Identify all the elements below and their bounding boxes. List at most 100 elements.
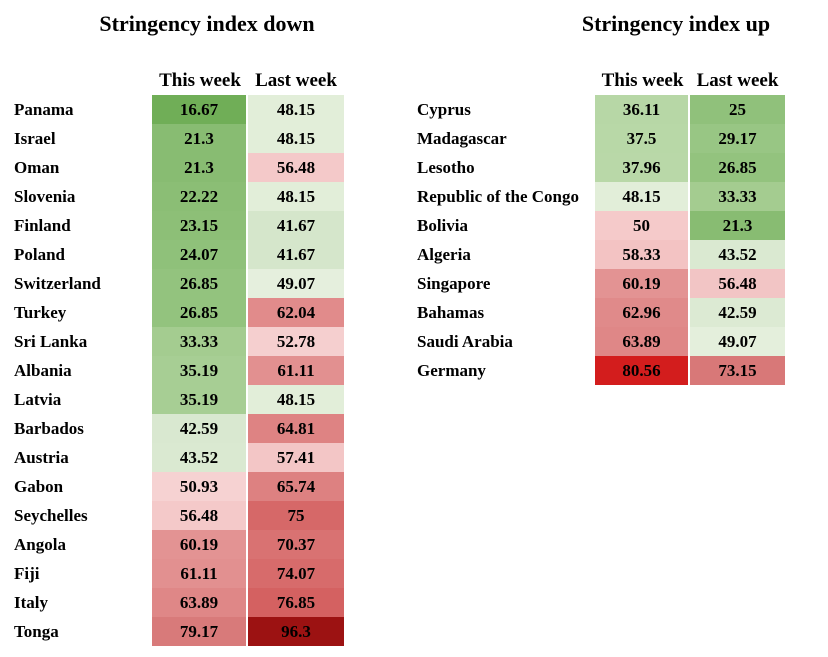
- value-cell-last-week: 21.3: [690, 211, 785, 240]
- value-cell-last-week: 56.48: [690, 269, 785, 298]
- value-cell-this-week: 60.19: [595, 269, 690, 298]
- value-cell-last-week: 49.07: [690, 327, 785, 356]
- value-cell-last-week: 48.15: [248, 124, 344, 153]
- row-label: Seychelles: [14, 506, 88, 525]
- value-cell-this-week: 58.33: [595, 240, 690, 269]
- value-cell-last-week: 26.85: [690, 153, 785, 182]
- row-label: Fiji: [14, 564, 40, 583]
- value-cell-last-week: 61.11: [248, 356, 344, 385]
- value-cell-this-week: 21.3: [152, 124, 248, 153]
- value-cell-last-week: 65.74: [248, 472, 344, 501]
- row-label: Singapore: [417, 274, 491, 293]
- row-label: Israel: [14, 129, 56, 148]
- value-cell-this-week: 50: [595, 211, 690, 240]
- row-label: Republic of the Congo: [417, 187, 579, 206]
- value-cell-this-week: 22.22: [152, 182, 248, 211]
- value-cell-last-week: 49.07: [248, 269, 344, 298]
- row-label: Bahamas: [417, 303, 485, 322]
- value-cell-last-week: 57.41: [248, 443, 344, 472]
- table-title-stringency-down: Stringency index down: [99, 11, 315, 36]
- corner-spacer: [417, 69, 595, 95]
- table-stringency-down: Stringency index down This week Last wee…: [14, 10, 344, 646]
- value-cell-last-week: 25: [690, 95, 785, 124]
- row-label: Sri Lanka: [14, 332, 88, 351]
- table-title-stringency-up: Stringency index up: [581, 11, 771, 36]
- value-cell-this-week: 35.19: [152, 385, 248, 414]
- row-label: Slovenia: [14, 187, 76, 206]
- value-cell-this-week: 63.89: [152, 588, 248, 617]
- value-cell-last-week: 42.59: [690, 298, 785, 327]
- heatmap-table-up: This week Last week Cyprus 36.11 25 Madagas…: [417, 42, 785, 385]
- value-cell-this-week: 62.96: [595, 298, 690, 327]
- row-label: Austria: [14, 448, 69, 467]
- row-label: Tonga: [14, 622, 59, 641]
- value-cell-last-week: 52.78: [248, 327, 344, 356]
- heatmap-table-down: This week Last week Panama 16.67 48.15 Isra…: [14, 42, 344, 646]
- value-cell-last-week: 96.3: [248, 617, 344, 646]
- value-cell-this-week: 26.85: [152, 269, 248, 298]
- value-cell-this-week: 23.15: [152, 211, 248, 240]
- value-cell-last-week: 70.37: [248, 530, 344, 559]
- row-label: Barbados: [14, 419, 84, 438]
- value-cell-last-week: 56.48: [248, 153, 344, 182]
- value-cell-this-week: 56.48: [152, 501, 248, 530]
- table-stringency-up: Stringency index up This week Last week …: [417, 10, 785, 385]
- value-cell-last-week: 74.07: [248, 559, 344, 588]
- row-label: Saudi Arabia: [417, 332, 513, 351]
- value-cell-last-week: 48.15: [248, 95, 344, 124]
- value-cell-last-week: 48.15: [248, 182, 344, 211]
- column-header-last-week: Last week: [255, 70, 337, 91]
- value-cell-this-week: 43.52: [152, 443, 248, 472]
- row-label: Oman: [14, 158, 60, 177]
- value-cell-this-week: 37.5: [595, 124, 690, 153]
- value-cell-this-week: 50.93: [152, 472, 248, 501]
- value-cell-this-week: 80.56: [595, 356, 690, 385]
- value-cell-last-week: 33.33: [690, 182, 785, 211]
- row-label: Turkey: [14, 303, 67, 322]
- value-cell-this-week: 48.15: [595, 182, 690, 211]
- column-header-this-week: This week: [159, 70, 241, 91]
- value-cell-this-week: 26.85: [152, 298, 248, 327]
- value-cell-last-week: 62.04: [248, 298, 344, 327]
- row-label: Algeria: [417, 245, 471, 264]
- column-header-last-week: Last week: [696, 70, 779, 91]
- row-label: Italy: [14, 593, 48, 612]
- row-label: Poland: [14, 245, 66, 264]
- row-label: Angola: [14, 535, 66, 554]
- value-cell-last-week: 48.15: [248, 385, 344, 414]
- row-label: Albania: [14, 361, 72, 380]
- row-label: Finland: [14, 216, 71, 235]
- value-cell-this-week: 63.89: [595, 327, 690, 356]
- value-cell-this-week: 60.19: [152, 530, 248, 559]
- row-label: Lesotho: [417, 158, 475, 177]
- row-label: Switzerland: [14, 274, 101, 293]
- value-cell-last-week: 43.52: [690, 240, 785, 269]
- value-cell-last-week: 73.15: [690, 356, 785, 385]
- corner-spacer: [14, 69, 152, 95]
- value-cell-this-week: 21.3: [152, 153, 248, 182]
- column-header-this-week: This week: [601, 70, 684, 91]
- value-cell-this-week: 79.17: [152, 617, 248, 646]
- value-cell-this-week: 35.19: [152, 356, 248, 385]
- row-label: Madagascar: [417, 129, 507, 148]
- value-cell-last-week: 41.67: [248, 211, 344, 240]
- value-cell-last-week: 41.67: [248, 240, 344, 269]
- row-label: Gabon: [14, 477, 64, 496]
- value-cell-last-week: 76.85: [248, 588, 344, 617]
- value-cell-this-week: 37.96: [595, 153, 690, 182]
- row-label: Panama: [14, 100, 74, 119]
- value-cell-this-week: 61.11: [152, 559, 248, 588]
- value-cell-this-week: 24.07: [152, 240, 248, 269]
- value-cell-this-week: 42.59: [152, 414, 248, 443]
- row-label: Cyprus: [417, 100, 471, 119]
- value-cell-this-week: 36.11: [595, 95, 690, 124]
- value-cell-last-week: 75: [248, 501, 344, 530]
- row-label: Latvia: [14, 390, 62, 409]
- value-cell-this-week: 16.67: [152, 95, 248, 124]
- value-cell-this-week: 33.33: [152, 327, 248, 356]
- row-label: Bolivia: [417, 216, 469, 235]
- row-label: Germany: [417, 361, 486, 380]
- value-cell-last-week: 29.17: [690, 124, 785, 153]
- value-cell-last-week: 64.81: [248, 414, 344, 443]
